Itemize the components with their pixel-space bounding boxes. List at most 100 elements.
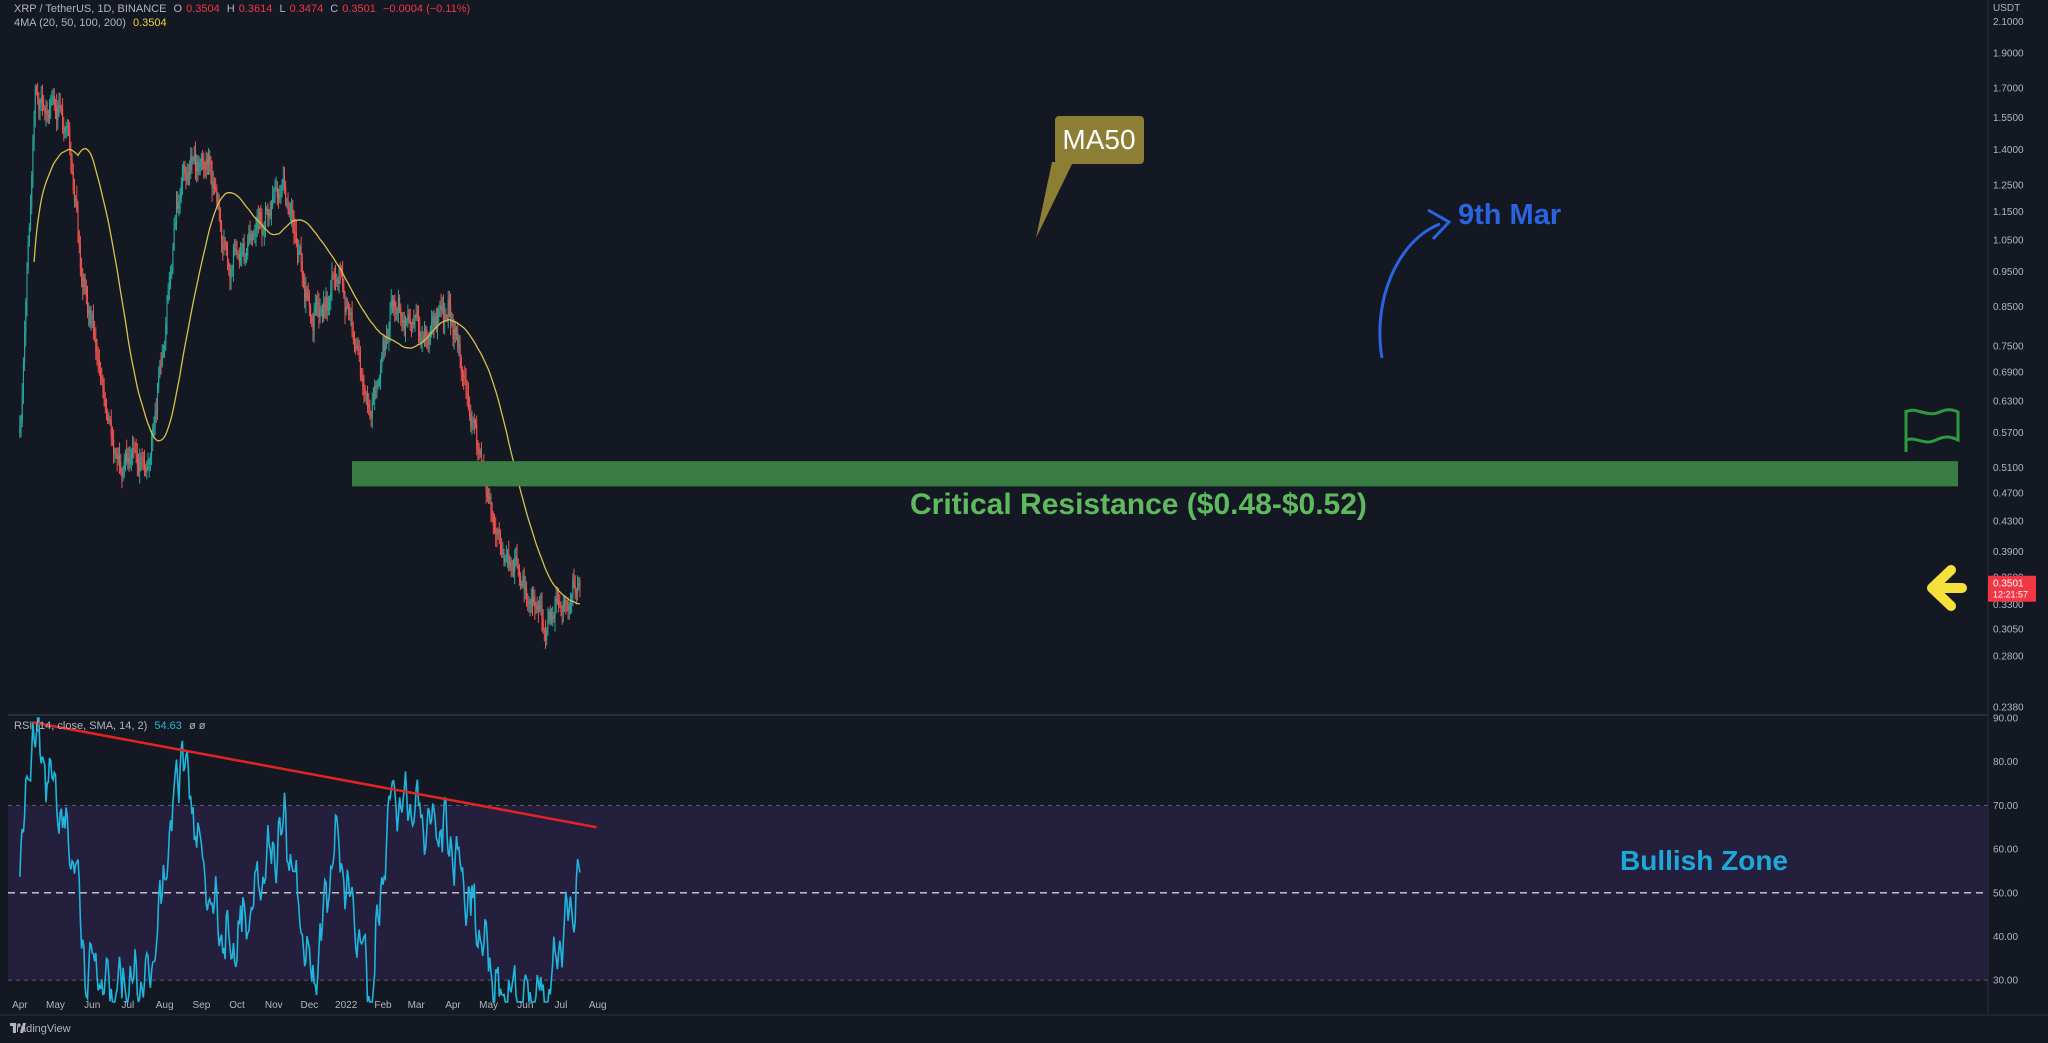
resistance-zone: [352, 461, 1958, 487]
candle-body: [204, 168, 206, 170]
candle-body: [274, 187, 276, 199]
time-axis-label: Aug: [156, 1000, 174, 1011]
candle-body: [375, 385, 377, 388]
candle-body: [143, 459, 146, 467]
candle-body: [85, 286, 87, 297]
price-candles: [19, 82, 581, 649]
candle-body: [45, 110, 47, 113]
candle-body: [57, 106, 59, 121]
candle-body: [445, 314, 447, 318]
time-axis-label: 2022: [335, 1000, 358, 1011]
candle-body: [412, 321, 414, 325]
candle-body: [420, 340, 422, 342]
candle-body: [289, 213, 291, 215]
candle-body: [457, 332, 459, 348]
candle-body: [161, 354, 163, 365]
candle-body: [247, 242, 249, 256]
candle-body: [435, 316, 437, 328]
rsi-legend[interactable]: RSI (14, close, SMA, 14, 2) 54.63 ø ø: [14, 720, 209, 732]
candle-body: [166, 300, 168, 324]
rsi-axis-tick: 40.00: [1993, 932, 2018, 943]
candle-body: [64, 130, 66, 134]
candle-body: [281, 183, 283, 194]
candle-body: [541, 604, 543, 620]
time-axis-label: Aug: [589, 1000, 607, 1011]
candle-body: [363, 387, 365, 390]
candle-body: [48, 105, 51, 119]
candle-body: [53, 96, 55, 105]
candle-body: [464, 377, 466, 379]
candle-body: [116, 454, 118, 460]
candle-body: [269, 211, 271, 216]
candle-body: [234, 249, 236, 251]
candle-body: [556, 598, 558, 601]
candle-body: [537, 608, 539, 610]
candle-body: [451, 322, 453, 324]
candle-body: [140, 456, 142, 459]
candle-body: [184, 165, 186, 174]
candle-body: [345, 306, 347, 313]
candle-body: [499, 533, 501, 550]
candle-body: [370, 415, 372, 418]
time-axis-label: Jun: [517, 1000, 533, 1011]
candle-body: [397, 297, 399, 311]
candle-body: [540, 604, 542, 607]
candle-body: [97, 359, 99, 361]
candle-body: [312, 322, 314, 331]
candle-body: [374, 385, 376, 400]
candle-body: [498, 530, 500, 534]
candle-body: [225, 243, 227, 250]
current-price-value: 0.3501: [1993, 579, 2024, 590]
candle-body: [493, 525, 496, 529]
candle-body: [115, 451, 117, 455]
time-axis-label: Oct: [229, 1000, 245, 1011]
candle-body: [344, 295, 346, 313]
candle-body: [463, 375, 465, 378]
candle-body: [469, 407, 471, 414]
candle-body: [555, 598, 557, 603]
symbol-header: XRP / TetherUS, 1D, BINANCE O 0.3504 H 0.3…: [14, 3, 474, 15]
candle-body: [197, 161, 199, 172]
candle-body: [332, 274, 334, 276]
candle-body: [250, 234, 252, 241]
candle-body: [19, 426, 21, 433]
candle-body: [507, 553, 509, 557]
candle-body: [162, 349, 164, 355]
price-axis-tick: 0.4300: [1993, 516, 2024, 527]
candle-body: [334, 277, 337, 281]
rsi-line: [19, 717, 581, 1003]
candle-body: [311, 317, 313, 323]
candle-body: [444, 314, 446, 322]
candle-body: [135, 450, 137, 456]
candle-body: [181, 169, 183, 187]
candle-body: [377, 381, 379, 386]
candle-body: [130, 455, 132, 459]
candle-body: [298, 249, 300, 255]
candle-body: [467, 395, 469, 408]
candle-body: [155, 410, 157, 412]
candle-body: [563, 600, 566, 602]
candle-body: [314, 305, 316, 314]
candle-body: [205, 159, 207, 170]
candle-body: [276, 187, 278, 197]
candle-body: [359, 353, 361, 375]
candle-body: [137, 465, 140, 472]
candle-body: [439, 305, 441, 310]
price-change: −0.0004 (−0.11%): [382, 3, 471, 15]
candle-body: [120, 462, 122, 472]
candle-body: [108, 419, 110, 421]
candle-body: [207, 156, 210, 165]
candle-body: [152, 427, 154, 439]
candle-body: [488, 497, 490, 500]
candle-body: [492, 514, 494, 526]
ma-legend[interactable]: 4MA (20, 50, 100, 200) 0.3504: [14, 17, 171, 29]
candle-body: [376, 385, 378, 388]
candle-body: [175, 202, 178, 224]
candle-body: [518, 569, 520, 576]
candle-body: [235, 249, 237, 253]
candle-body: [237, 254, 239, 256]
tradingview-logo[interactable]: TradingView: [10, 1023, 71, 1035]
candle-body: [323, 303, 325, 319]
candle-body: [151, 438, 153, 457]
candle-body: [240, 253, 242, 263]
